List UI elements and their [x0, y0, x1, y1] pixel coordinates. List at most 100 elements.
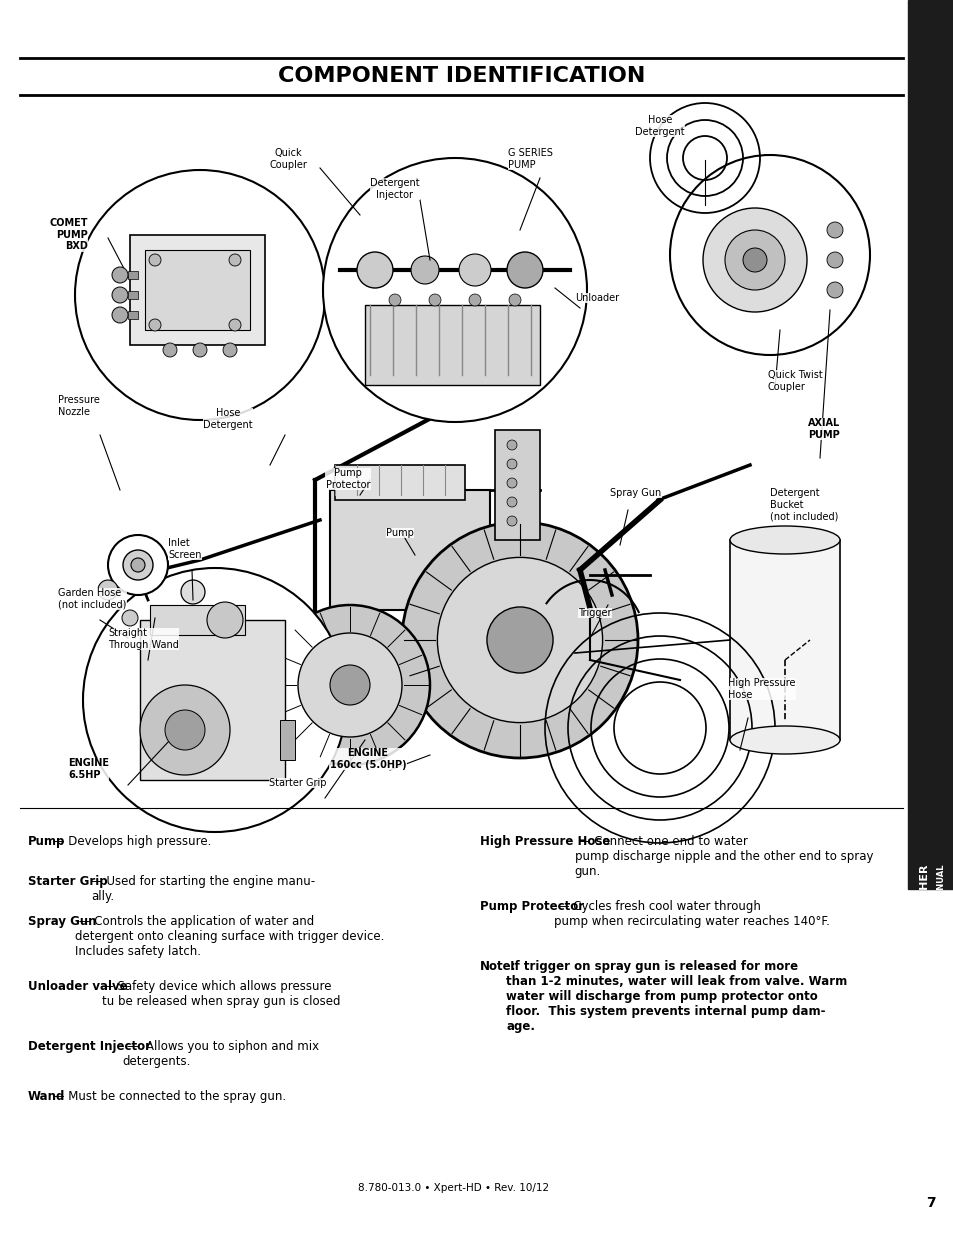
Text: — Develops high pressure.: — Develops high pressure. [49, 835, 212, 848]
Text: Pump Protector: Pump Protector [479, 900, 583, 913]
Bar [365, 305, 539, 385]
Circle shape [506, 459, 517, 469]
Bar [280, 720, 294, 760]
Circle shape [411, 256, 438, 284]
Circle shape [826, 282, 842, 298]
Circle shape [270, 605, 430, 764]
Circle shape [436, 557, 602, 722]
Bar [330, 490, 490, 610]
Text: Detergent
Bucket
(not included): Detergent Bucket (not included) [769, 488, 838, 521]
Text: 8.780-013.0 • Xpert-HD • Rev. 10/12: 8.780-013.0 • Xpert-HD • Rev. 10/12 [358, 1183, 549, 1193]
Text: AXIAL
PUMP: AXIAL PUMP [807, 417, 840, 440]
Text: Quick Twist
Coupler: Quick Twist Coupler [767, 370, 821, 391]
Circle shape [509, 294, 520, 306]
Text: Note:: Note: [479, 960, 516, 973]
Text: Inlet
Screen: Inlet Screen [168, 538, 201, 559]
Bar [145, 249, 250, 330]
Circle shape [149, 254, 161, 266]
Text: Pump: Pump [28, 835, 66, 848]
Circle shape [389, 294, 400, 306]
Circle shape [112, 308, 128, 324]
Circle shape [131, 558, 145, 572]
Text: — Connect one end to water
pump discharge nipple and the other end to spray
gun.: — Connect one end to water pump discharg… [575, 835, 872, 878]
Circle shape [83, 568, 347, 832]
Text: G SERIES
PUMP: G SERIES PUMP [507, 148, 553, 169]
Text: OPERATOR’S MANUAL: OPERATOR’S MANUAL [936, 864, 944, 967]
Circle shape [826, 222, 842, 238]
Circle shape [297, 634, 401, 737]
Text: Pump
Protector: Pump Protector [325, 468, 370, 489]
Circle shape [181, 580, 205, 604]
Text: Hose
Detergent: Hose Detergent [203, 408, 253, 430]
Circle shape [165, 710, 205, 750]
Text: — Cycles fresh cool water through
pump when recirculating water reaches 140°F.: — Cycles fresh cool water through pump w… [553, 900, 829, 927]
Circle shape [229, 254, 241, 266]
Text: Detergent
Injector: Detergent Injector [370, 178, 419, 200]
Circle shape [112, 287, 128, 303]
Circle shape [98, 580, 118, 600]
Circle shape [149, 319, 161, 331]
Circle shape [123, 550, 152, 580]
Text: Pressure
Nozzle: Pressure Nozzle [58, 395, 100, 416]
Text: If trigger on spray gun is released for more
than 1-2 minutes, water will leak f: If trigger on spray gun is released for … [506, 960, 846, 1032]
Bar [495, 430, 539, 540]
Text: Wand: Wand [28, 1091, 66, 1103]
Circle shape [122, 610, 138, 626]
Text: COMPONENT IDENTIFICATION: COMPONENT IDENTIFICATION [277, 67, 644, 86]
Circle shape [506, 440, 517, 450]
Circle shape [458, 254, 491, 287]
Circle shape [140, 685, 230, 776]
Bar [729, 540, 840, 740]
Text: Starter Grip: Starter Grip [28, 876, 108, 888]
Ellipse shape [729, 726, 840, 755]
Text: COMET
PUMP
BXD: COMET PUMP BXD [50, 219, 88, 251]
Text: Pump: Pump [386, 529, 414, 538]
Bar [128, 270, 138, 279]
Circle shape [229, 319, 241, 331]
Circle shape [506, 516, 517, 526]
Circle shape [330, 664, 370, 705]
Text: — Must be connected to the spray gun.: — Must be connected to the spray gun. [49, 1091, 286, 1103]
Bar [907, 0, 953, 889]
Circle shape [193, 343, 207, 357]
Circle shape [506, 496, 517, 508]
Text: Spray Gun: Spray Gun [28, 915, 96, 927]
Circle shape [323, 158, 586, 422]
Circle shape [207, 601, 243, 638]
Text: Straight
Through Wand: Straight Through Wand [108, 629, 179, 650]
Circle shape [669, 156, 869, 354]
Bar [130, 235, 265, 345]
Circle shape [826, 252, 842, 268]
Text: High Pressure
Hose: High Pressure Hose [727, 678, 795, 699]
Circle shape [486, 606, 553, 673]
Text: —  Allows you to siphon and mix
detergents.: — Allows you to siphon and mix detergent… [123, 1040, 318, 1068]
Circle shape [506, 252, 542, 288]
Circle shape [702, 207, 806, 312]
Circle shape [506, 478, 517, 488]
Text: Unloader: Unloader [575, 293, 618, 303]
Circle shape [429, 294, 440, 306]
Text: — Used for starting the engine manu-
ally.: — Used for starting the engine manu- all… [91, 876, 315, 903]
Circle shape [108, 535, 168, 595]
Text: Spray Gun: Spray Gun [609, 488, 660, 498]
Text: Trigger: Trigger [578, 608, 611, 618]
Text: Quick
Coupler: Quick Coupler [269, 148, 307, 169]
Circle shape [724, 230, 784, 290]
Bar [128, 311, 138, 319]
Circle shape [401, 522, 638, 758]
Circle shape [75, 170, 325, 420]
Text: Garden Hose
(not included): Garden Hose (not included) [58, 588, 126, 610]
Text: Starter Grip: Starter Grip [269, 778, 327, 788]
Text: Unloader valve: Unloader valve [28, 981, 128, 993]
Circle shape [469, 294, 480, 306]
Text: — Safety device which allows pressure
tu be released when spray gun is closed: — Safety device which allows pressure tu… [102, 981, 340, 1008]
Text: PRESSURE WASHER: PRESSURE WASHER [920, 864, 929, 987]
Text: 7: 7 [925, 1195, 935, 1210]
Bar [140, 620, 285, 781]
Bar [128, 291, 138, 299]
Circle shape [163, 343, 177, 357]
Circle shape [742, 248, 766, 272]
Text: ENGINE
160cc (5.0HP): ENGINE 160cc (5.0HP) [330, 748, 406, 769]
Circle shape [223, 343, 236, 357]
Text: — Controls the application of water and
detergent onto cleaning surface with tri: — Controls the application of water and … [75, 915, 384, 958]
